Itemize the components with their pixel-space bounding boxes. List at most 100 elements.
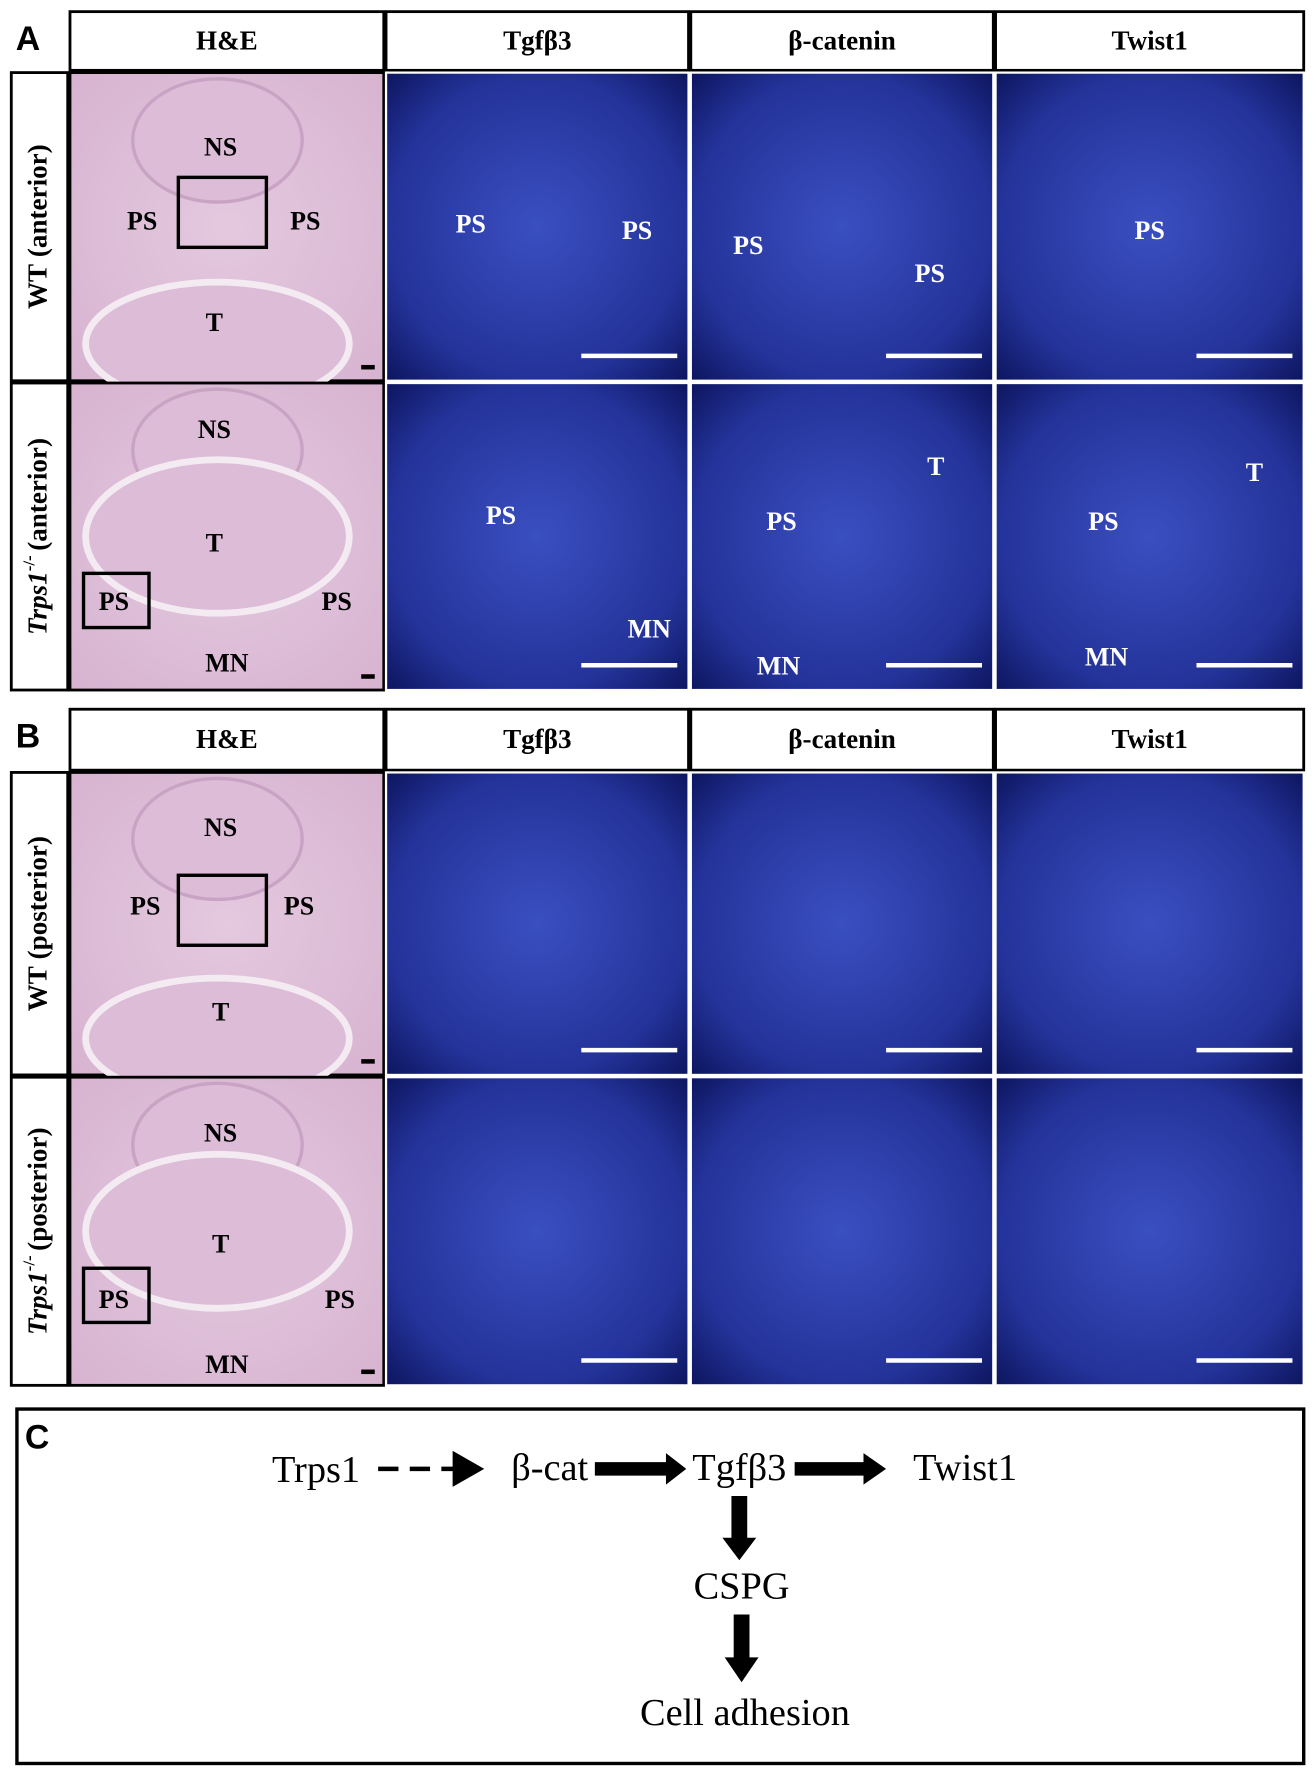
row-label-box	[9, 71, 70, 383]
genotype: Trps1	[23, 571, 53, 635]
column-header: Twist1	[1112, 25, 1188, 55]
fluorescence-image	[689, 1076, 995, 1387]
genotype: WT	[23, 966, 53, 1011]
tissue-outline	[82, 456, 353, 617]
column-header: Tgfβ3	[503, 724, 571, 754]
column-header: β-catenin	[788, 25, 896, 55]
region-label: NS	[204, 1119, 237, 1148]
fluorescence-image	[994, 71, 1305, 382]
panel-letter: A	[16, 20, 40, 58]
genotype: WT	[23, 264, 53, 309]
region-label: PS	[766, 507, 796, 536]
region-label: PS	[915, 259, 945, 288]
row-label-box	[9, 771, 70, 1077]
fluorescence-image	[689, 71, 995, 382]
region-label: PS	[733, 231, 763, 260]
column-header: β-catenin	[788, 724, 896, 754]
column-header: Twist1	[1112, 724, 1188, 754]
diagram-panel: C Trps1 β-cat Tgfβ3 Twist1 CSPG Cell adh…	[15, 1407, 1306, 1766]
fluorescence-image	[384, 1076, 690, 1387]
node: Trps1	[272, 1449, 360, 1491]
region-label: T	[212, 1230, 229, 1259]
row-label-box	[9, 381, 70, 692]
column-header-box	[994, 707, 1306, 772]
region-label: PS	[99, 1285, 129, 1314]
region-label: T	[1246, 458, 1263, 487]
panel-border	[15, 1407, 1306, 1766]
node: Twist1	[913, 1447, 1017, 1489]
column-header-box	[68, 10, 386, 72]
region-label: PS	[130, 892, 160, 921]
column-header-box	[689, 10, 995, 72]
region-label: MN	[628, 615, 671, 644]
region-label: NS	[204, 133, 237, 162]
node: Cell adhesion	[640, 1692, 850, 1734]
region-label: MN	[757, 651, 800, 680]
inset-box	[176, 175, 269, 250]
fluorescence-image	[994, 1076, 1305, 1387]
inset-box	[81, 1266, 151, 1325]
region-label: MN	[1085, 642, 1128, 671]
column-header-box	[689, 707, 995, 772]
inset-box	[81, 571, 151, 630]
region-label: PS	[456, 210, 486, 239]
fluorescence-image	[384, 71, 690, 382]
scale-bar	[361, 1059, 375, 1064]
region-label: T	[927, 452, 944, 481]
region-label: PS	[290, 207, 320, 236]
superscript: -/-	[19, 555, 38, 571]
region-label: NS	[204, 813, 237, 842]
tissue-outline	[131, 776, 304, 902]
panel-letter: C	[25, 1418, 49, 1456]
fluorescence-image	[994, 771, 1305, 1077]
superscript: -/-	[19, 1255, 38, 1271]
node: CSPG	[694, 1565, 790, 1607]
scale-bar	[361, 364, 375, 370]
genotype: Trps1	[23, 1271, 53, 1335]
region-label: PS	[99, 587, 129, 616]
column-header: Tgfβ3	[503, 25, 571, 55]
arrow	[724, 1614, 759, 1683]
scale-bar	[361, 674, 375, 679]
row-label-text: (anterior)	[23, 438, 53, 551]
panel-letter: B	[16, 718, 40, 756]
region-label: T	[206, 529, 223, 558]
region-label: PS	[127, 207, 157, 236]
inset-box	[176, 873, 269, 947]
region-label: T	[212, 997, 229, 1026]
figure-panel: A H&E Tgfβ3 β-catenin Twist1 WT (anterior) NS PS…	[9, 10, 1306, 692]
region-label: PS	[322, 587, 352, 616]
arrow	[722, 1495, 757, 1561]
region-label: MN	[205, 1350, 248, 1379]
tissue-outline	[131, 77, 304, 204]
region-label: NS	[198, 415, 231, 444]
fluorescence-image	[384, 381, 690, 692]
row-label: WT (posterior)	[23, 836, 53, 1011]
column-header-box	[384, 10, 690, 72]
row-label-text: (anterior)	[23, 144, 53, 257]
region-label: PS	[325, 1285, 355, 1314]
row-label-text: (posterior)	[23, 1128, 53, 1251]
arrow	[594, 1453, 687, 1485]
region-label: PS	[1134, 216, 1164, 245]
region-label: T	[206, 308, 223, 337]
arrow	[794, 1453, 887, 1485]
row-label: Trps1-/- (anterior)	[19, 438, 52, 635]
fluorescence-image	[384, 771, 690, 1077]
row-label: WT (anterior)	[23, 144, 53, 309]
region-label: MN	[205, 648, 248, 677]
column-header: H&E	[196, 724, 258, 754]
region-label: PS	[1088, 507, 1118, 536]
tissue-outline	[82, 1150, 353, 1312]
column-header-box	[994, 10, 1306, 72]
region-label: PS	[622, 216, 652, 245]
row-label-text: (posterior)	[23, 836, 53, 959]
scale-bar	[361, 1369, 375, 1375]
region-label: PS	[284, 892, 314, 921]
row-label-box	[9, 1075, 70, 1387]
figure-panel: B H&E Tgfβ3 β-catenin Twist1 WT (posterior) NS P…	[9, 707, 1306, 1387]
node: β-cat	[511, 1447, 588, 1489]
column-header-box	[384, 707, 690, 772]
column-header-box	[68, 707, 386, 772]
